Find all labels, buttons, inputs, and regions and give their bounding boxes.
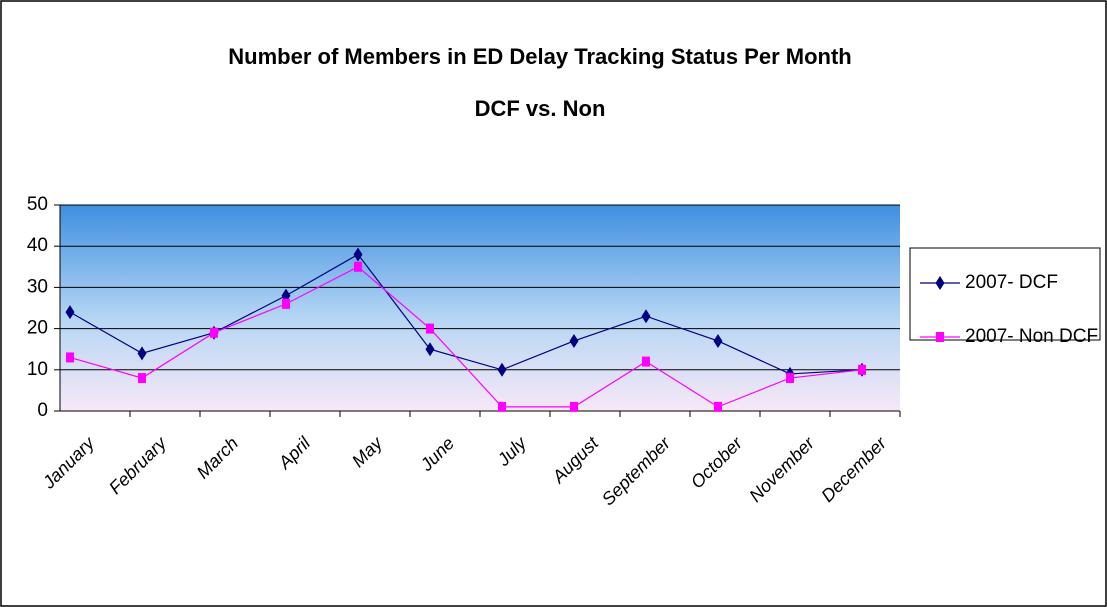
legend: [909, 247, 1101, 341]
marker: [282, 298, 290, 309]
y-tick-label: 50: [27, 194, 48, 215]
chart-subtitle: DCF vs. Non: [475, 96, 606, 121]
marker: [569, 333, 579, 348]
marker: [936, 332, 944, 342]
marker: [210, 327, 218, 338]
marker: [138, 373, 146, 384]
marker: [353, 247, 363, 262]
plot-area: [60, 205, 900, 411]
marker: [66, 352, 74, 363]
marker: [642, 356, 650, 367]
y-tick-label: 20: [27, 318, 48, 339]
marker: [714, 401, 722, 412]
y-tick-label: 0: [37, 400, 48, 421]
marker: [354, 261, 362, 272]
marker: [713, 333, 723, 348]
marker: [426, 323, 434, 334]
marker: [641, 309, 651, 324]
legend-label: 2007- DCF: [965, 272, 1058, 293]
marker: [425, 342, 435, 357]
chart-title: Number of Members in ED Delay Tracking S…: [228, 44, 851, 69]
marker: [786, 373, 794, 384]
legend-label: 2007- Non DCF: [965, 326, 1098, 347]
marker: [935, 276, 945, 290]
marker: [65, 305, 75, 320]
marker: [858, 364, 866, 375]
y-tick-label: 10: [27, 359, 48, 380]
marker: [570, 401, 578, 412]
y-tick-label: 40: [27, 235, 48, 256]
series-line: [69, 253, 863, 375]
y-tick-label: 30: [27, 276, 48, 297]
marker: [498, 401, 506, 412]
series-line: [69, 266, 863, 408]
marker: [137, 346, 147, 361]
marker: [497, 362, 507, 377]
